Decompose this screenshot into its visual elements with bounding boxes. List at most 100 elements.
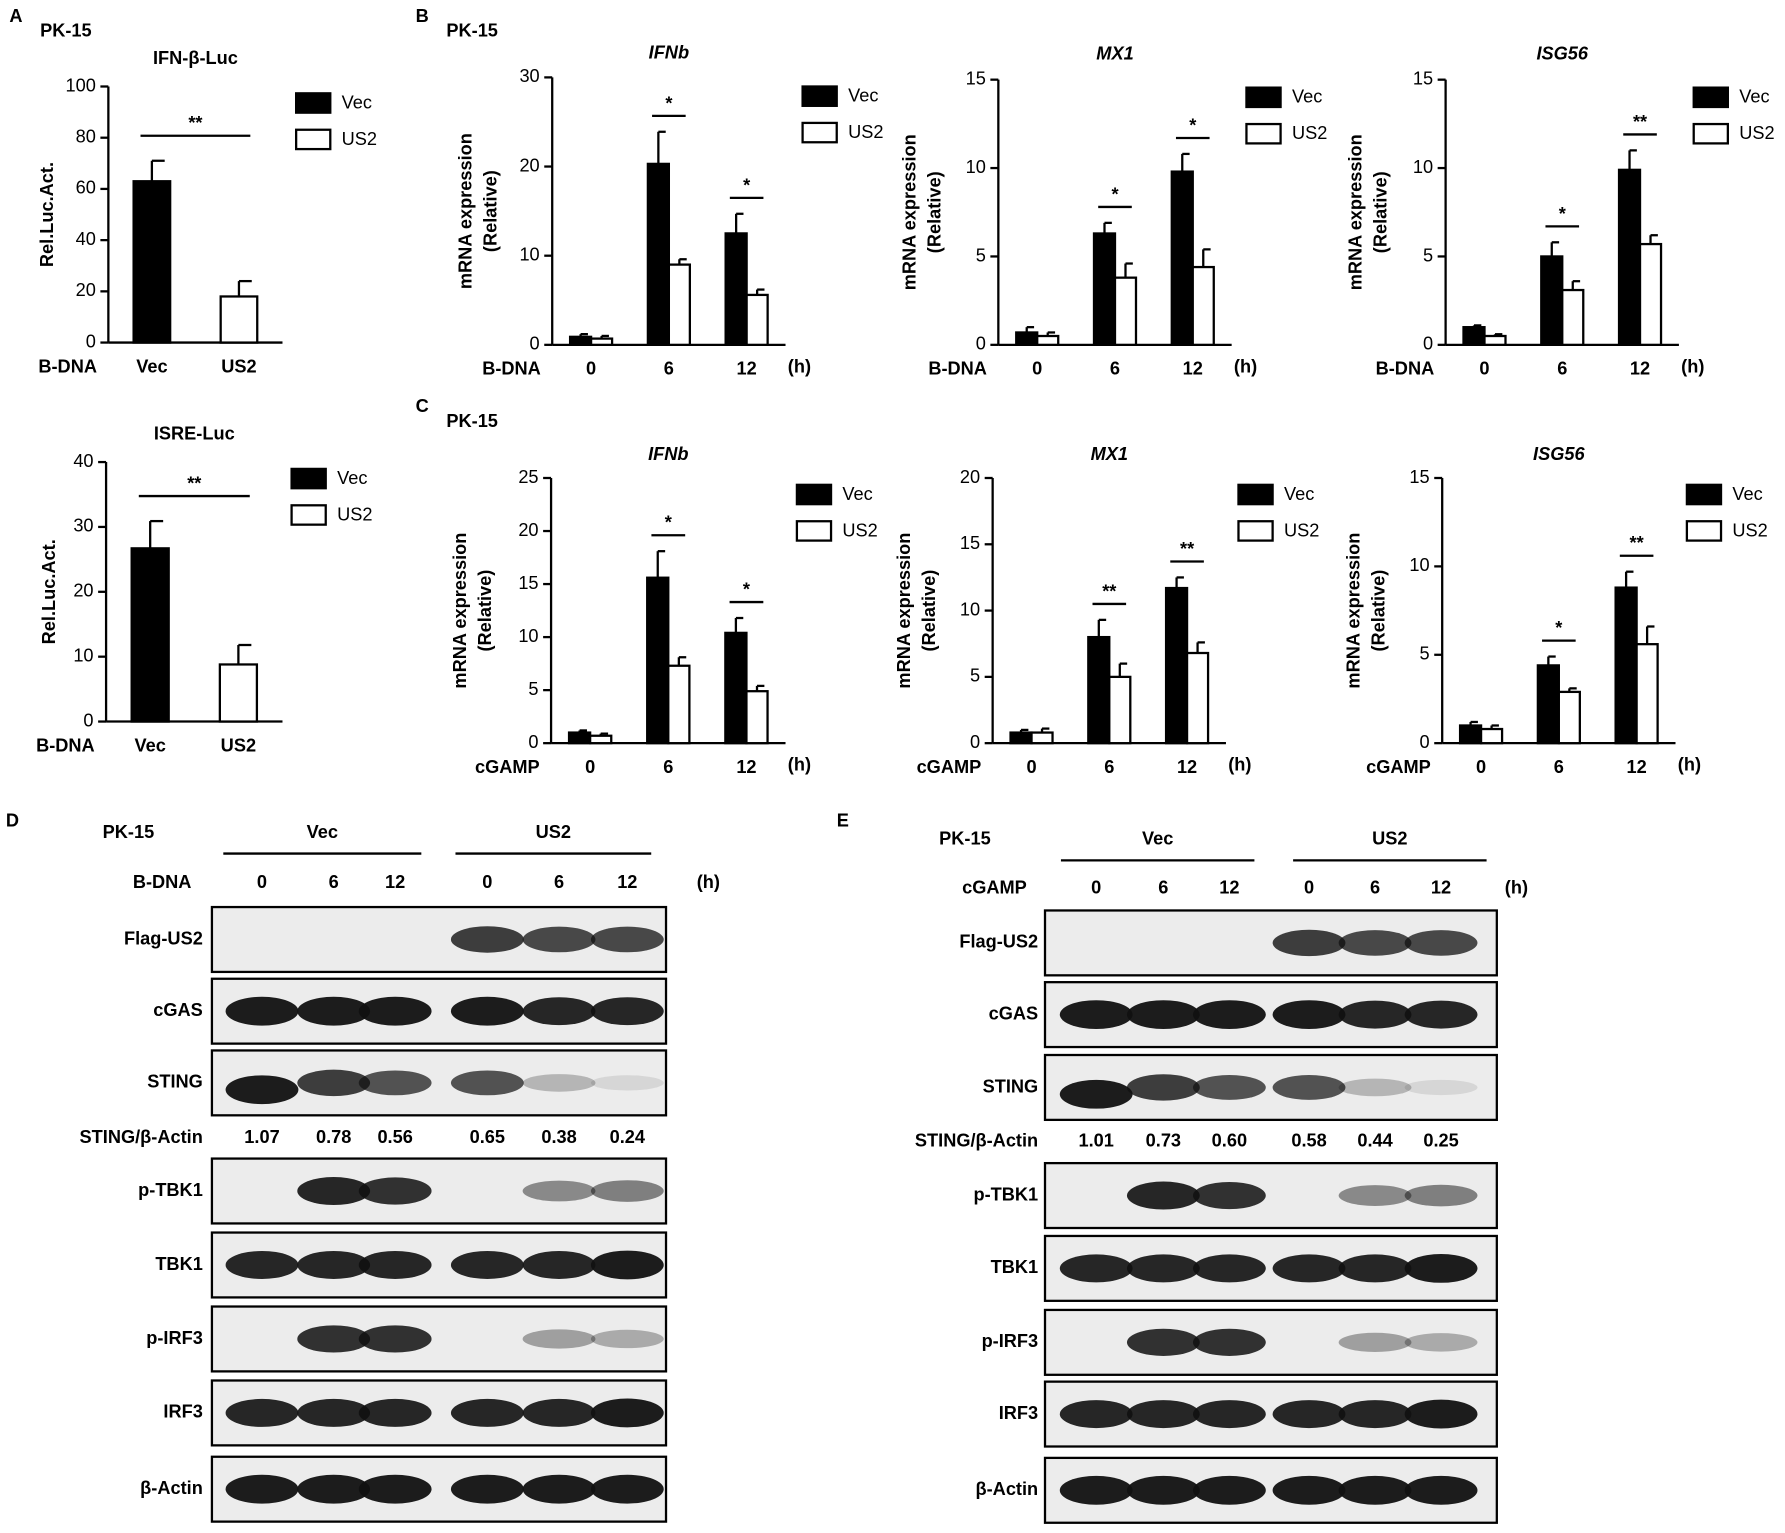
x-tick-label: 6: [1557, 359, 1567, 379]
blot-band: [1126, 1074, 1200, 1101]
blot-band: [1338, 1185, 1412, 1206]
legend-swatch: [795, 520, 833, 542]
blot-band: [522, 926, 596, 953]
x-axis-unit: (h): [788, 356, 811, 376]
panel-subtitle: PK-15: [446, 21, 498, 41]
blot-band: [297, 1177, 371, 1206]
blot-row-label: IRF3: [163, 1402, 202, 1422]
bar: [667, 263, 692, 346]
x-tick-label: 12: [1183, 359, 1203, 379]
time-label: 0: [482, 872, 492, 892]
blot-band: [522, 1180, 596, 1202]
y-tick-label: 10: [1409, 555, 1429, 575]
blot-band: [297, 1250, 371, 1279]
x-tick-label: 6: [1104, 757, 1114, 777]
blot-band: [358, 1250, 432, 1279]
bar: [745, 690, 769, 745]
blot-band: [1338, 930, 1412, 956]
legend-label: US2: [1732, 520, 1767, 540]
panel-label: B: [416, 6, 429, 26]
blot-band: [1272, 1075, 1346, 1100]
x-tick-label: US2: [221, 735, 256, 755]
blot-band: [297, 1325, 371, 1353]
significance-label: **: [1102, 581, 1117, 601]
x-axis-unit: (h): [1228, 755, 1251, 775]
blot-row-label: cGAS: [153, 1000, 203, 1020]
blot-band: [1192, 1400, 1266, 1429]
x-axis-label: cGAMP: [917, 757, 982, 777]
treatment-label: cGAMP: [962, 878, 1027, 898]
blot-band: [1338, 1078, 1412, 1097]
legend-label: US2: [848, 122, 883, 142]
y-tick-label: 60: [76, 178, 96, 198]
blot-band: [1126, 1000, 1200, 1029]
blot-band: [1126, 1475, 1200, 1505]
legend-label: US2: [1284, 520, 1319, 540]
panel-subtitle: PK-15: [40, 21, 92, 41]
bar: [1635, 643, 1659, 745]
significance-label: **: [1633, 112, 1648, 132]
y-tick-label: 15: [960, 533, 980, 553]
blot-band: [1192, 1075, 1266, 1100]
chart-title: ISRE-Luc: [154, 424, 235, 444]
x-axis-label: B-DNA: [36, 735, 95, 755]
x-axis-label: cGAMP: [475, 757, 540, 777]
y-tick-label: 0: [1423, 334, 1433, 354]
blot-band: [1272, 929, 1346, 957]
bar: [1557, 690, 1581, 745]
blot-band: [358, 1177, 432, 1205]
blot-band: [522, 1398, 596, 1427]
significance-label: *: [665, 513, 673, 533]
ratio-value: 0.24: [610, 1127, 646, 1147]
blot-band: [1059, 1400, 1133, 1429]
bar: [1540, 255, 1564, 346]
blot-band: [358, 1474, 432, 1504]
x-tick-label: 0: [1026, 757, 1036, 777]
bar: [1191, 265, 1215, 346]
chart-title: IFNb: [648, 444, 688, 464]
time-label: 12: [385, 872, 405, 892]
chart-title: MX1: [1096, 43, 1133, 63]
blot-row-label: TBK1: [155, 1254, 202, 1274]
time-unit: (h): [697, 872, 720, 892]
blot-band: [1126, 1328, 1200, 1356]
legend-swatch: [290, 504, 327, 526]
blot-band: [1338, 1475, 1412, 1505]
ratio-value: 1.07: [244, 1127, 279, 1147]
group-label: Vec: [307, 822, 338, 842]
legend-swatch: [295, 92, 332, 114]
x-tick-label: 12: [1627, 757, 1647, 777]
ratio-value: 0.73: [1146, 1130, 1181, 1150]
legend-swatch: [1237, 520, 1274, 542]
y-axis-label: (Relative): [481, 170, 501, 252]
bar: [1015, 331, 1039, 346]
bar: [589, 337, 614, 346]
x-axis-label: B-DNA: [928, 359, 987, 379]
ratio-value: 0.56: [377, 1127, 412, 1147]
blot-row-label: STING: [147, 1072, 203, 1092]
x-tick-label: 12: [737, 359, 757, 379]
blot-band: [1404, 1079, 1478, 1096]
legend-label: US2: [1292, 123, 1327, 143]
legend-label: US2: [342, 129, 377, 149]
bar: [567, 731, 592, 745]
time-label: 0: [1304, 878, 1314, 898]
y-tick-label: 15: [1413, 68, 1433, 88]
chart-title: ISG56: [1533, 444, 1585, 464]
legend-label: US2: [1739, 123, 1774, 143]
blot-band: [1059, 1000, 1133, 1029]
bar: [130, 547, 170, 723]
blot-band: [522, 1474, 596, 1504]
bar: [1561, 288, 1585, 346]
significance-label: *: [1559, 204, 1567, 224]
y-axis-label: (Relative): [919, 570, 939, 652]
bar: [1617, 168, 1642, 346]
bar: [1108, 675, 1132, 745]
x-tick-label: 0: [1479, 359, 1489, 379]
legend-swatch: [290, 467, 327, 490]
blot-band: [1272, 1400, 1346, 1429]
time-unit: (h): [1505, 878, 1528, 898]
y-axis-label: Rel.Luc.Act.: [37, 162, 57, 267]
blot-band: [590, 1329, 664, 1349]
